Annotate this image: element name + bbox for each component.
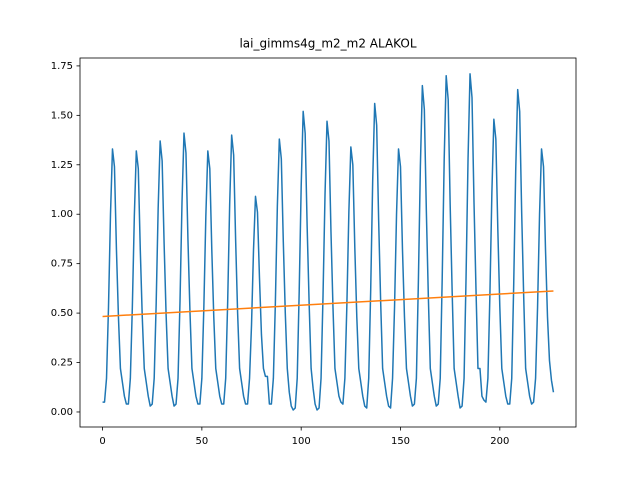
data-line	[102, 290, 554, 318]
y-tick-label: 0.75	[51, 259, 73, 270]
x-tick-label: 150	[391, 436, 410, 447]
y-tick-label: 0.25	[51, 358, 73, 369]
y-tick-label: 0.50	[51, 308, 73, 319]
x-tick-label: 50	[195, 436, 208, 447]
plot-frame	[79, 57, 577, 428]
y-tick-label: 1.75	[51, 61, 73, 72]
y-tick-label: 1.25	[51, 160, 73, 171]
y-tick-label: 0.00	[51, 407, 73, 418]
x-tick-label: 100	[292, 436, 311, 447]
x-tick-label: 0	[99, 436, 105, 447]
data-line	[102, 73, 555, 411]
y-tick-label: 1.50	[51, 110, 73, 121]
chart-title: lai_gimms4g_m2_m2 ALAKOL	[239, 37, 416, 51]
x-tick-label: 200	[490, 436, 509, 447]
y-tick-label: 1.00	[51, 209, 73, 220]
